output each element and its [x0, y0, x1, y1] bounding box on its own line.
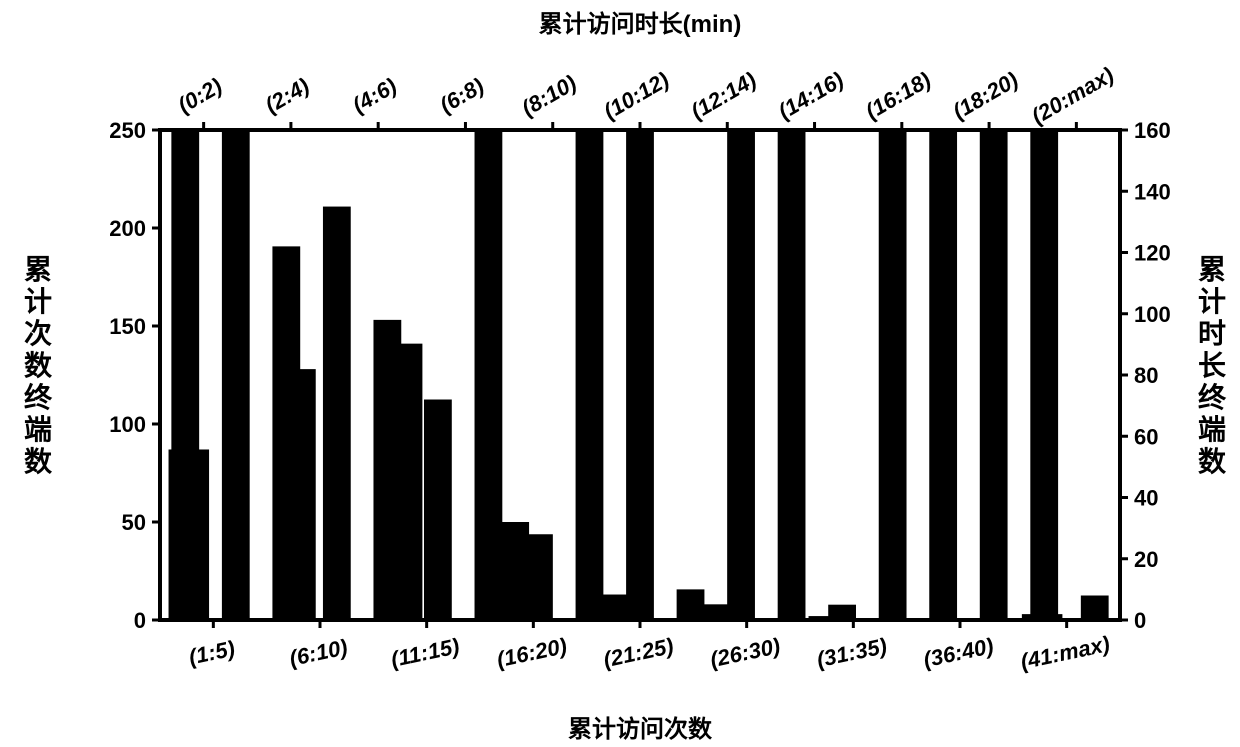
right-y-tick-label: 80 — [1134, 363, 1158, 388]
top-x-tick-label: (16:18) — [861, 67, 935, 124]
top-x-tick-label: (10:12) — [599, 67, 673, 124]
top-x-tick-label: (2:4) — [261, 73, 314, 118]
right-series-bar — [525, 534, 553, 620]
left-axis-label: 次 — [24, 318, 52, 349]
right-series-bar — [373, 320, 401, 620]
left-axis-label: 计 — [24, 286, 52, 317]
right-axis-label: 数 — [1198, 446, 1227, 477]
right-series-bar — [677, 589, 705, 620]
bottom-x-tick-label: (41:max) — [1018, 631, 1112, 674]
right-series-bar — [727, 130, 755, 620]
right-axis-label: 端 — [1198, 414, 1226, 445]
right-axis-label: 终 — [1198, 382, 1227, 413]
right-y-tick-label: 100 — [1134, 302, 1171, 327]
left-y-tick-label: 50 — [122, 510, 146, 535]
left-axis-label: 累 — [24, 254, 52, 285]
bottom-x-tick-label: (6:10) — [287, 634, 350, 671]
right-series-bar — [576, 130, 604, 620]
top-x-tick-label: (20:max) — [1027, 62, 1118, 129]
left-axis-label: 终 — [24, 382, 53, 413]
top-x-tick-label: (0:2) — [174, 73, 227, 118]
right-series-bar — [475, 130, 503, 620]
right-series-bar — [323, 207, 351, 620]
right-y-tick-label: 20 — [1134, 547, 1158, 572]
right-series-bar — [929, 130, 957, 620]
right-series-bar — [778, 130, 806, 620]
top-x-tick-label: (18:20) — [948, 67, 1022, 124]
right-y-tick-label: 0 — [1134, 608, 1146, 633]
bottom-x-tick-label: (26:30) — [708, 633, 783, 672]
left-axis-label: 端 — [24, 414, 52, 445]
right-series-bar — [626, 130, 654, 620]
left-y-tick-label: 250 — [109, 118, 146, 143]
right-series-bar — [980, 130, 1008, 620]
top-x-tick-label: (12:14) — [687, 67, 761, 124]
left-axis-label: 数 — [24, 350, 53, 381]
bottom-x-tick-label: (11:15) — [389, 633, 462, 672]
bottom-x-tick-label: (31:35) — [814, 633, 889, 672]
top-x-tick-label: (14:16) — [774, 67, 848, 124]
right-series-bar — [222, 130, 250, 620]
left-y-tick-label: 0 — [134, 608, 146, 633]
right-axis-label: 计 — [1198, 286, 1226, 317]
right-axis-label: 长 — [1198, 350, 1226, 381]
top-x-tick-label: (6:8) — [435, 73, 488, 118]
right-y-tick-label: 40 — [1134, 486, 1158, 511]
bottom-x-tick-label: (21:25) — [601, 633, 676, 672]
left-y-tick-label: 100 — [109, 412, 146, 437]
chart-container: 累计访问时长(min)累计访问次数累计次数终端数累计时长终端数050100150… — [0, 0, 1240, 747]
right-series-bar — [171, 130, 199, 620]
right-y-tick-label: 120 — [1134, 241, 1171, 266]
right-series-bar — [828, 605, 856, 620]
left-y-tick-label: 150 — [109, 314, 146, 339]
right-series-bar — [424, 400, 452, 621]
right-series-bar — [1030, 130, 1058, 620]
top-x-tick-label: (4:6) — [348, 73, 401, 118]
bottom-axis-title: 累计访问次数 — [568, 716, 713, 743]
right-y-tick-label: 60 — [1134, 424, 1158, 449]
right-series-bar — [879, 130, 907, 620]
bottom-x-tick-label: (36:40) — [921, 633, 996, 672]
right-axis-label: 累 — [1198, 254, 1226, 285]
left-axis-label: 数 — [24, 446, 53, 477]
left-y-tick-label: 200 — [109, 216, 146, 241]
bottom-x-tick-label: (1:5) — [186, 636, 237, 670]
right-series-bar — [272, 246, 300, 620]
right-series-bar — [1081, 596, 1109, 621]
bottom-x-tick-label: (16:20) — [494, 633, 569, 672]
dual-axis-bar-chart: 累计访问时长(min)累计访问次数累计次数终端数累计时长终端数050100150… — [0, 0, 1240, 747]
right-y-tick-label: 160 — [1134, 118, 1171, 143]
right-y-tick-label: 140 — [1134, 179, 1171, 204]
top-x-tick-label: (8:10) — [517, 70, 580, 121]
right-axis-label: 时 — [1198, 318, 1226, 349]
top-axis-title: 累计访问时长(min) — [539, 11, 742, 38]
